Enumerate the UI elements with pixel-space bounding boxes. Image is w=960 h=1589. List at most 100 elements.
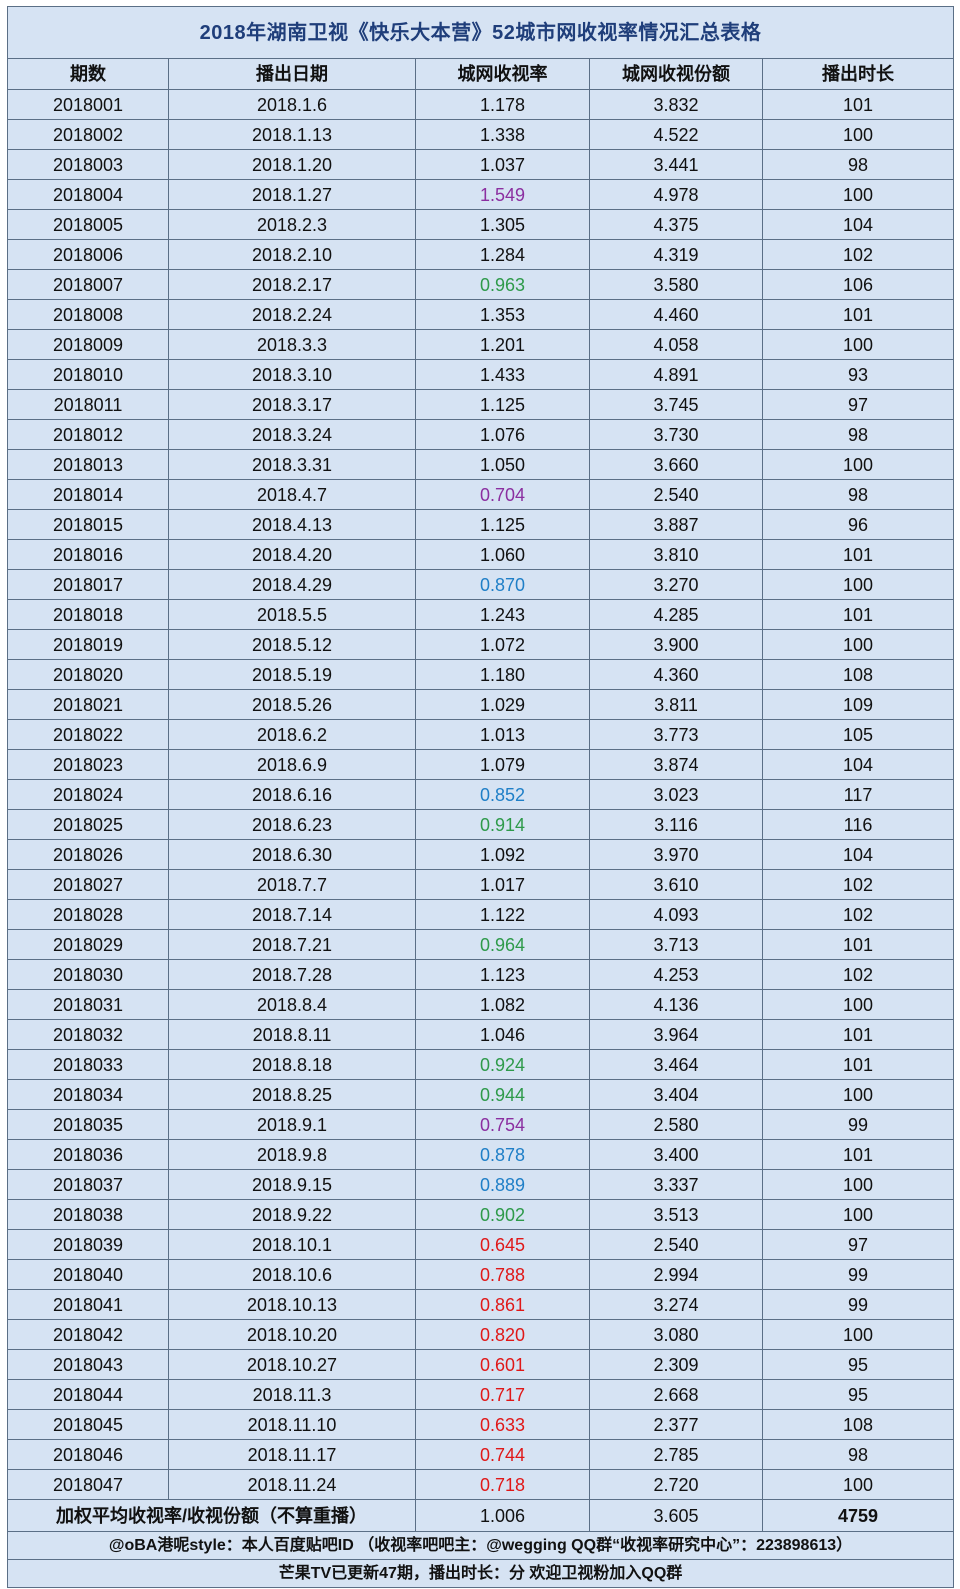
- share-cell: 3.970: [589, 839, 763, 870]
- table-row: 2018021 2018.5.26 1.029 3.811 109: [7, 689, 955, 720]
- rating-cell: 1.178: [415, 89, 590, 120]
- issue-cell: 2018042: [7, 1319, 169, 1350]
- issue-cell: 2018015: [7, 509, 169, 540]
- duration-cell: 100: [761, 449, 955, 480]
- duration-cell: 117: [761, 779, 955, 810]
- table-row: 2018010 2018.3.10 1.433 4.891 93: [7, 359, 955, 390]
- share-cell: 3.773: [589, 719, 763, 750]
- date-cell: 2018.4.13: [168, 509, 416, 540]
- date-cell: 2018.2.3: [168, 209, 416, 240]
- rating-cell: 1.060: [415, 539, 590, 570]
- table-row: 2018012 2018.3.24 1.076 3.730 98: [7, 419, 955, 450]
- table-row: 2018006 2018.2.10 1.284 4.319 102: [7, 239, 955, 270]
- date-cell: 2018.4.20: [168, 539, 416, 570]
- issue-cell: 2018026: [7, 839, 169, 870]
- rating-cell: 0.633: [415, 1409, 590, 1440]
- date-cell: 2018.11.3: [168, 1379, 416, 1410]
- rating-cell: 1.037: [415, 149, 590, 180]
- issue-cell: 2018013: [7, 449, 169, 480]
- date-cell: 2018.5.12: [168, 629, 416, 660]
- ratings-summary-sheet: 2018年湖南卫视《快乐大本营》52城市网收视率情况汇总表格 期数 播出日期 城…: [6, 6, 955, 1588]
- issue-cell: 2018012: [7, 419, 169, 450]
- table-row: 2018047 2018.11.24 0.718 2.720 100: [7, 1469, 955, 1500]
- share-cell: 3.887: [589, 509, 763, 540]
- share-cell: 4.360: [589, 659, 763, 690]
- rating-cell: 1.433: [415, 359, 590, 390]
- issue-cell: 2018003: [7, 149, 169, 180]
- issue-cell: 2018006: [7, 239, 169, 270]
- table-row: 2018041 2018.10.13 0.861 3.274 99: [7, 1289, 955, 1320]
- title-row: 2018年湖南卫视《快乐大本营》52城市网收视率情况汇总表格: [6, 6, 955, 59]
- duration-cell: 97: [761, 1229, 955, 1260]
- issue-cell: 2018036: [7, 1139, 169, 1170]
- table-row: 2018024 2018.6.16 0.852 3.023 117: [7, 779, 955, 810]
- note-row: 芒果TV已更新47期，播出时长：分 欢迎卫视粉加入QQ群: [6, 1559, 955, 1588]
- rating-cell: 0.645: [415, 1229, 590, 1260]
- table-row: 2018046 2018.11.17 0.744 2.785 98: [7, 1439, 955, 1470]
- date-cell: 2018.6.23: [168, 809, 416, 840]
- duration-cell: 100: [761, 179, 955, 210]
- rating-cell: 1.082: [415, 989, 590, 1020]
- table-row: 2018027 2018.7.7 1.017 3.610 102: [7, 869, 955, 900]
- table-row: 2018011 2018.3.17 1.125 3.745 97: [7, 389, 955, 420]
- issue-cell: 2018020: [7, 659, 169, 690]
- duration-cell: 93: [761, 359, 955, 390]
- table-row: 2018035 2018.9.1 0.754 2.580 99: [7, 1109, 955, 1140]
- rating-cell: 0.902: [415, 1199, 590, 1230]
- rating-cell: 0.964: [415, 929, 590, 960]
- date-cell: 2018.7.21: [168, 929, 416, 960]
- rating-cell: 1.092: [415, 839, 590, 870]
- date-cell: 2018.10.20: [168, 1319, 416, 1350]
- rating-cell: 1.046: [415, 1019, 590, 1050]
- date-cell: 2018.10.1: [168, 1229, 416, 1260]
- issue-cell: 2018023: [7, 749, 169, 780]
- duration-cell: 98: [761, 1439, 955, 1470]
- date-cell: 2018.3.3: [168, 329, 416, 360]
- share-cell: 3.023: [589, 779, 763, 810]
- table-row: 2018023 2018.6.9 1.079 3.874 104: [7, 749, 955, 780]
- share-cell: 2.994: [589, 1259, 763, 1290]
- share-cell: 4.978: [589, 179, 763, 210]
- table-row: 2018029 2018.7.21 0.964 3.713 101: [7, 929, 955, 960]
- rating-cell: 0.944: [415, 1079, 590, 1110]
- duration-cell: 95: [761, 1379, 955, 1410]
- rating-cell: 1.125: [415, 509, 590, 540]
- date-cell: 2018.5.26: [168, 689, 416, 720]
- duration-cell: 100: [761, 1469, 955, 1500]
- rating-cell: 0.754: [415, 1109, 590, 1140]
- rating-cell: 1.549: [415, 179, 590, 210]
- header-rating: 城网收视率: [415, 58, 590, 90]
- table-row: 2018017 2018.4.29 0.870 3.270 100: [7, 569, 955, 600]
- issue-cell: 2018037: [7, 1169, 169, 1200]
- issue-cell: 2018005: [7, 209, 169, 240]
- rating-cell: 0.601: [415, 1349, 590, 1380]
- rating-cell: 1.201: [415, 329, 590, 360]
- table-row: 2018034 2018.8.25 0.944 3.404 100: [7, 1079, 955, 1110]
- rating-cell: 1.125: [415, 389, 590, 420]
- duration-cell: 101: [761, 1019, 955, 1050]
- table-row: 2018005 2018.2.3 1.305 4.375 104: [7, 209, 955, 240]
- duration-cell: 100: [761, 569, 955, 600]
- issue-cell: 2018025: [7, 809, 169, 840]
- duration-cell: 97: [761, 389, 955, 420]
- issue-cell: 2018034: [7, 1079, 169, 1110]
- share-cell: 3.337: [589, 1169, 763, 1200]
- share-cell: 4.285: [589, 599, 763, 630]
- issue-cell: 2018045: [7, 1409, 169, 1440]
- share-cell: 3.874: [589, 749, 763, 780]
- date-cell: 2018.9.22: [168, 1199, 416, 1230]
- rating-cell: 0.788: [415, 1259, 590, 1290]
- issue-cell: 2018031: [7, 989, 169, 1020]
- table-row: 2018009 2018.3.3 1.201 4.058 100: [7, 329, 955, 360]
- rating-cell: 0.878: [415, 1139, 590, 1170]
- issue-cell: 2018011: [7, 389, 169, 420]
- rating-cell: 0.717: [415, 1379, 590, 1410]
- table-row: 2018028 2018.7.14 1.122 4.093 102: [7, 899, 955, 930]
- date-cell: 2018.8.25: [168, 1079, 416, 1110]
- date-cell: 2018.1.13: [168, 119, 416, 150]
- rating-cell: 1.029: [415, 689, 590, 720]
- share-cell: 2.785: [589, 1439, 763, 1470]
- issue-cell: 2018010: [7, 359, 169, 390]
- share-cell: 2.309: [589, 1349, 763, 1380]
- duration-cell: 98: [761, 149, 955, 180]
